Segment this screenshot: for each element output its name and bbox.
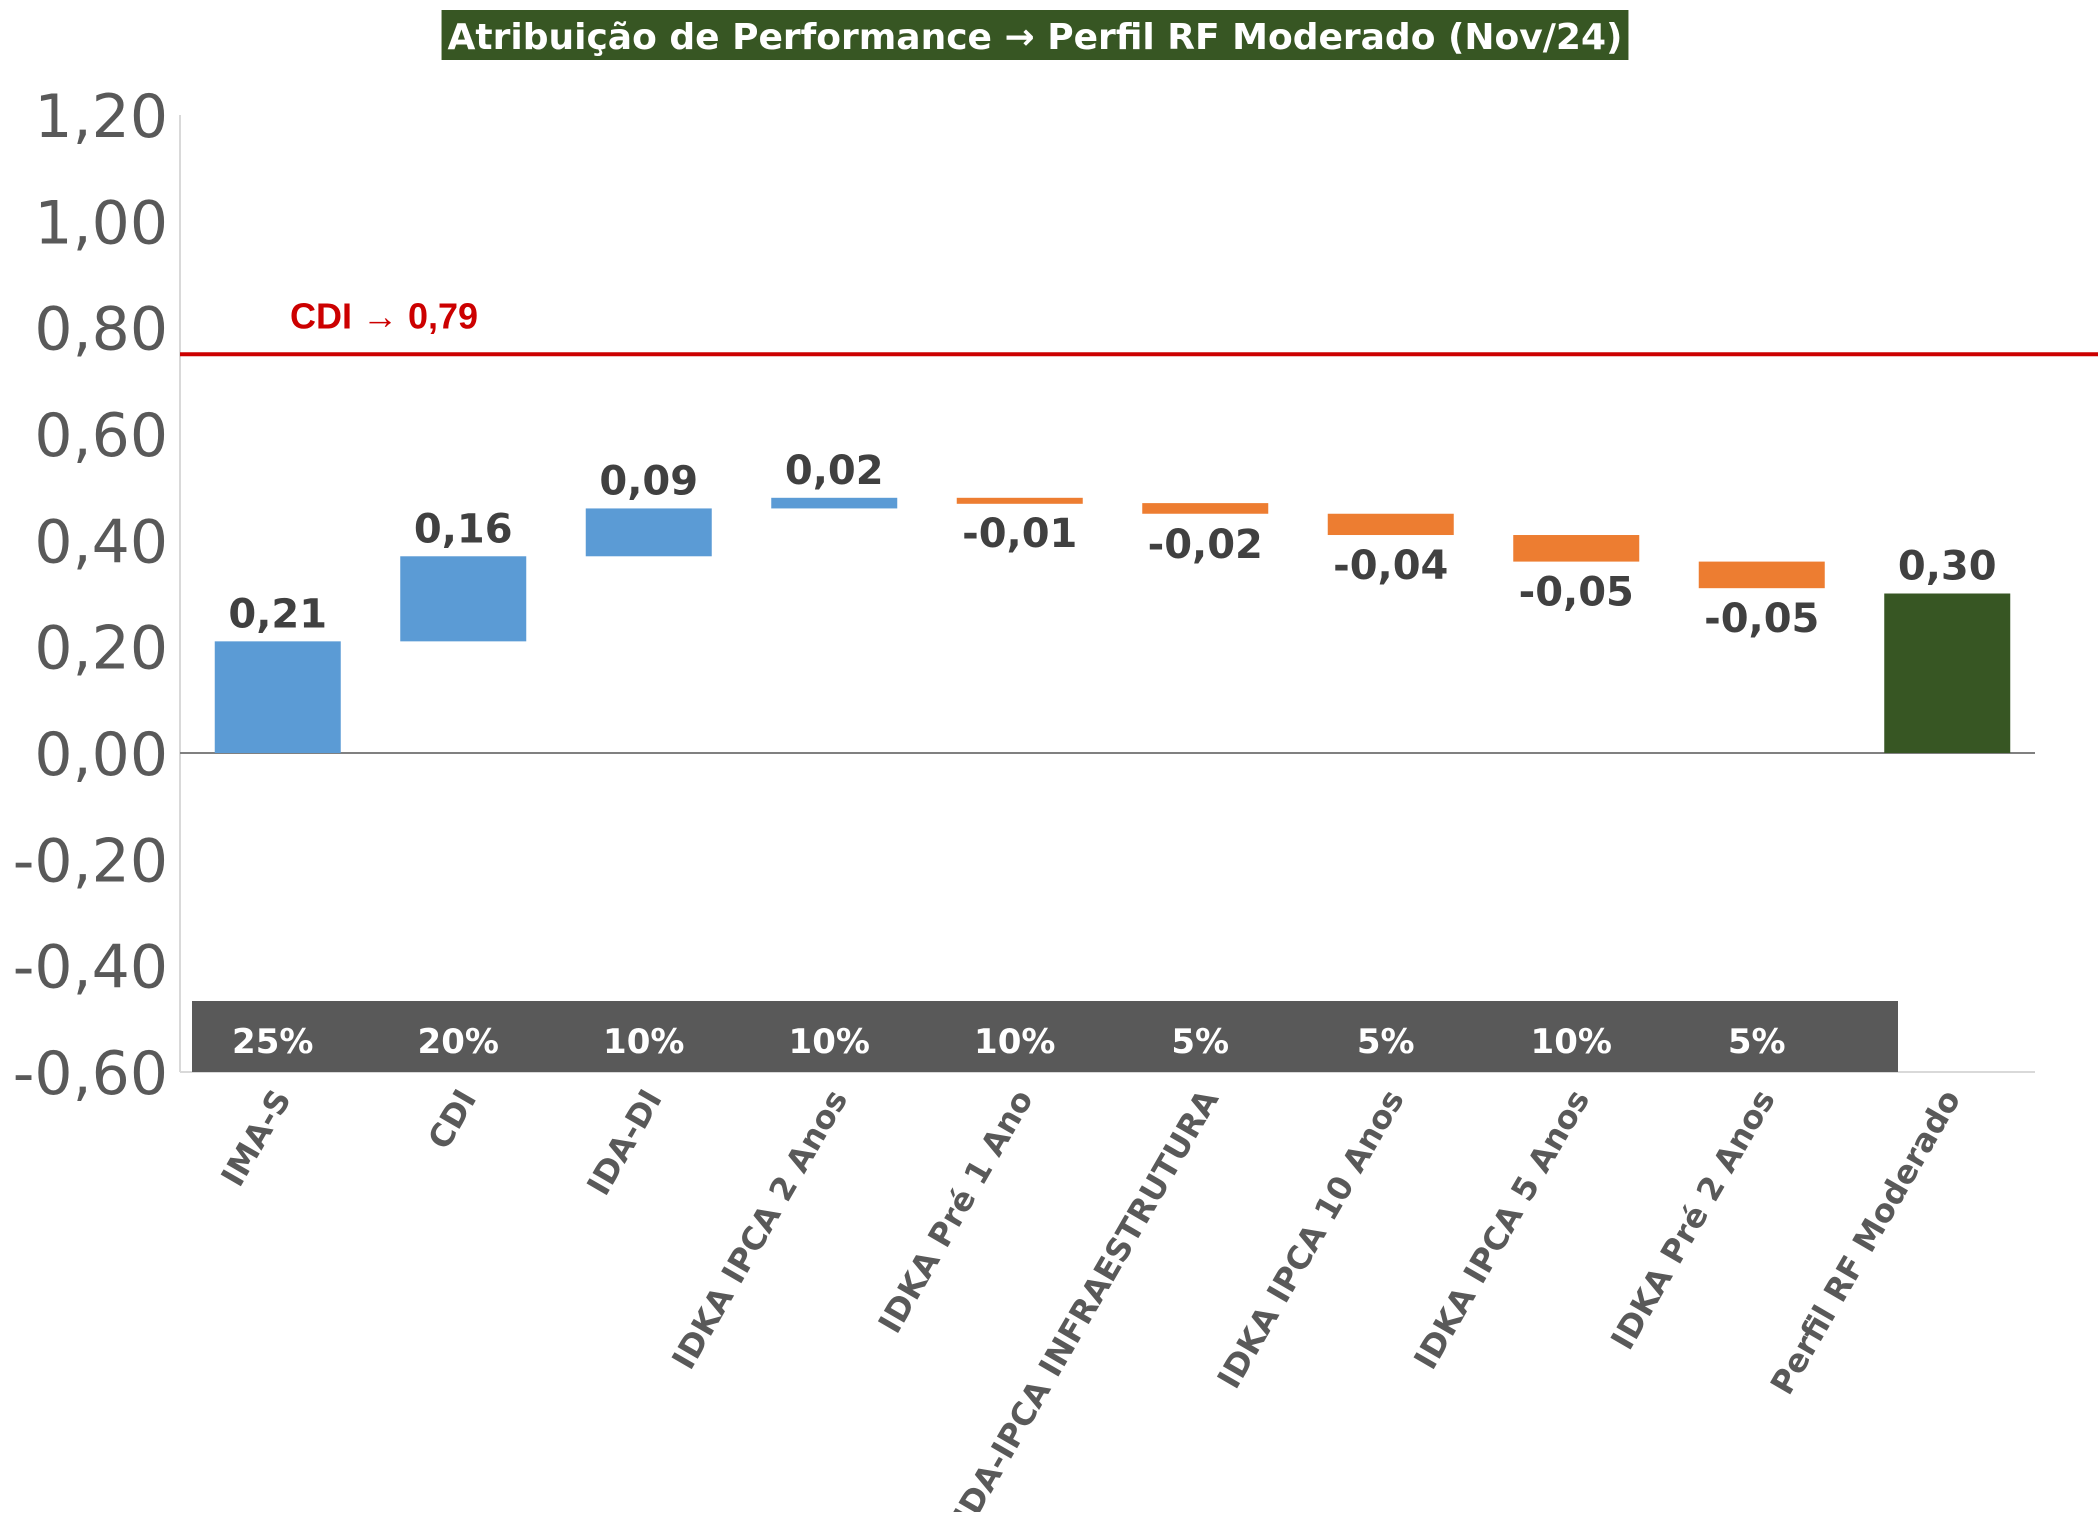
y-tick-label: -0,60 [13, 1039, 168, 1109]
bar-value-label: -0,04 [1333, 543, 1448, 589]
bars-group [214, 497, 2011, 753]
weights-band [192, 1001, 1898, 1072]
y-tick-labels: 1,20 1,00 0,80 0,60 0,40 0,20 0,00 -0,20 -0,40 -0… [13, 82, 168, 1109]
bar-value-label: 0,09 [599, 458, 698, 504]
data-labels-group: 0,21 0,16 0,09 0,02 -0,01 -0,02 -0,04 -0,05 -0,0… [228, 448, 1996, 642]
y-tick-label: 0,00 [34, 720, 168, 790]
chart-title: Atribuição de Performance → Perfil RF Mo… [448, 17, 1623, 58]
chart-title-group: Atribuição de Performance → Perfil RF Mo… [441, 10, 1629, 60]
y-tick-label: -0,20 [13, 826, 168, 896]
x-tick-label: IDKA Pré 1 Ano [871, 1083, 1041, 1339]
bar-value-label: 0,30 [1898, 544, 1997, 590]
bar-value-label: -0,01 [962, 511, 1077, 557]
bar [1884, 593, 2011, 753]
x-tick-label: IDKA IPCA 2 Anos [664, 1083, 855, 1376]
bar [214, 641, 341, 753]
bar [1327, 513, 1454, 536]
bar-value-label: 0,16 [414, 506, 513, 552]
weight-label: 10% [974, 1022, 1055, 1062]
bar [771, 497, 898, 509]
bar [1142, 503, 1269, 514]
x-tick-label: IDA-DI [579, 1083, 669, 1202]
bar-value-label: 0,21 [228, 591, 327, 637]
bar-value-label: -0,05 [1704, 596, 1819, 642]
weight-label: 5% [1357, 1022, 1415, 1062]
bar-value-label: -0,02 [1148, 522, 1263, 568]
bar [956, 497, 1083, 504]
weight-label: 25% [232, 1022, 313, 1062]
weight-label: 10% [789, 1022, 870, 1062]
x-tick-label: IDKA IPCA 5 Anos [1406, 1083, 1597, 1376]
y-tick-label: -0,40 [13, 933, 168, 1003]
x-tick-label: IDKA IPCA 10 Anos [1210, 1083, 1412, 1395]
weight-label: 20% [418, 1022, 499, 1062]
weight-label: 5% [1728, 1022, 1786, 1062]
y-tick-label: 1,00 [34, 188, 168, 258]
weights-band-group: 25% 20% 10% 10% 10% 5% 5% 10% 5% [192, 1001, 1898, 1072]
reference-line-group: CDI → 0,79 [180, 295, 2098, 357]
y-tick-label: 0,40 [34, 507, 168, 577]
x-tick-label: IDKA Pré 2 Anos [1603, 1083, 1783, 1356]
x-tick-label: Perfil RF Moderado [1763, 1083, 1968, 1401]
weight-label: 10% [603, 1022, 684, 1062]
x-tick-label: IMA-S [213, 1083, 298, 1193]
bar [585, 508, 712, 557]
weight-label: 5% [1171, 1022, 1229, 1062]
y-tick-label: 0,60 [34, 401, 168, 471]
x-tick-label: CDI [420, 1083, 484, 1156]
bar-value-label: 0,02 [785, 448, 884, 494]
cdi-reference-label: CDI → 0,79 [290, 295, 478, 336]
y-tick-label: 1,20 [34, 82, 168, 152]
y-tick-label: 0,80 [34, 295, 168, 365]
chart-title-background [441, 10, 1629, 60]
bar [1698, 561, 1825, 589]
weight-label: 10% [1531, 1022, 1612, 1062]
bar [1513, 535, 1640, 562]
bar-value-label: -0,05 [1519, 570, 1634, 616]
bar [400, 556, 527, 642]
y-tick-label: 0,20 [34, 614, 168, 684]
